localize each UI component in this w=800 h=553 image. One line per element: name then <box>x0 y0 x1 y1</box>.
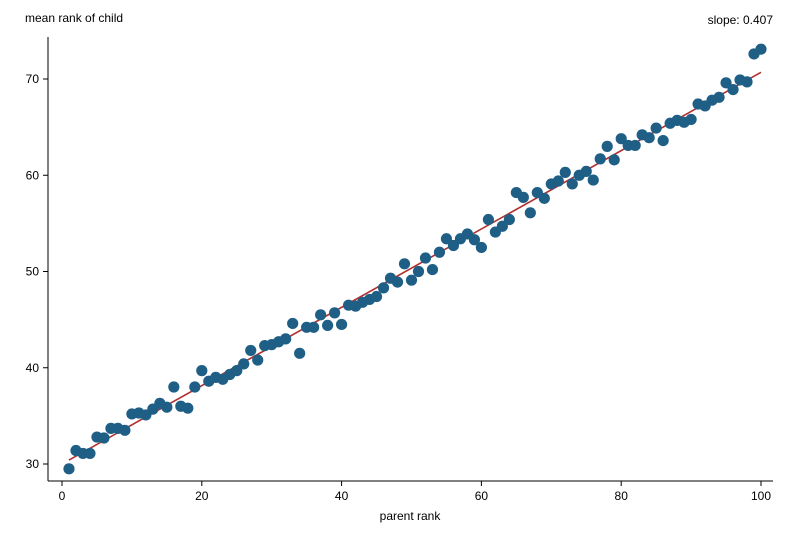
data-point <box>119 424 131 436</box>
data-point <box>370 290 383 303</box>
data-point <box>587 174 599 186</box>
data-points <box>63 43 767 475</box>
data-point <box>727 83 739 96</box>
x-tick-label: 0 <box>59 489 66 503</box>
data-point <box>601 140 613 152</box>
slope-annotation: slope: 0.407 <box>708 13 774 27</box>
data-point <box>412 265 425 278</box>
data-point <box>419 252 432 264</box>
data-point <box>322 319 334 331</box>
y-tick-label: 50 <box>26 265 40 279</box>
data-point <box>566 178 578 190</box>
data-point <box>245 344 257 357</box>
data-point <box>161 401 173 413</box>
data-point <box>657 135 669 147</box>
data-point <box>252 354 264 366</box>
data-point <box>482 213 494 226</box>
data-point <box>741 76 753 88</box>
data-point <box>475 241 487 254</box>
data-point <box>238 358 250 370</box>
x-tick-label: 100 <box>751 489 771 503</box>
data-point <box>629 139 641 152</box>
data-point <box>468 234 481 246</box>
x-tick-label: 40 <box>335 489 349 503</box>
data-point <box>398 258 411 270</box>
x-tick-label: 20 <box>195 489 209 503</box>
data-point <box>608 154 620 166</box>
data-point <box>294 347 306 359</box>
data-point <box>713 91 725 103</box>
axis-ticks: 0 20 40 60 80 100 30 40 50 60 70 <box>26 72 772 503</box>
x-axis-title: parent rank <box>380 509 442 523</box>
data-point <box>615 133 627 145</box>
data-point <box>329 307 341 319</box>
data-point <box>720 77 732 89</box>
y-tick-label: 60 <box>26 168 40 182</box>
data-point <box>433 246 446 258</box>
data-point <box>308 321 320 333</box>
data-point <box>426 263 439 276</box>
data-point <box>755 43 767 55</box>
data-point <box>580 165 592 177</box>
data-point <box>315 309 327 321</box>
data-point <box>63 463 75 475</box>
data-point <box>559 166 571 178</box>
data-point <box>496 220 508 232</box>
x-tick-label: 60 <box>475 489 489 503</box>
data-point <box>280 333 292 345</box>
data-point <box>98 432 110 444</box>
data-point <box>447 239 460 252</box>
y-tick-label: 70 <box>26 72 40 86</box>
data-point <box>643 132 655 144</box>
data-point <box>552 175 564 187</box>
data-point <box>685 113 697 126</box>
data-point <box>84 447 96 460</box>
data-point <box>189 381 201 393</box>
data-point <box>377 282 390 294</box>
data-point <box>538 192 550 204</box>
data-point <box>391 276 404 288</box>
data-point <box>336 318 348 331</box>
data-point <box>231 365 243 377</box>
data-point <box>287 317 299 330</box>
data-point <box>650 122 662 134</box>
data-point <box>405 274 418 286</box>
x-tick-label: 80 <box>615 489 629 503</box>
data-point <box>503 213 515 226</box>
data-point <box>524 207 536 219</box>
data-point <box>440 233 453 245</box>
data-point <box>168 381 180 393</box>
data-point <box>196 365 208 377</box>
y-tick-label: 30 <box>26 457 40 471</box>
data-point <box>594 153 606 165</box>
y-axis-title: mean rank of child <box>25 11 123 25</box>
data-point <box>517 191 529 203</box>
y-tick-label: 40 <box>26 361 40 375</box>
data-point <box>182 402 194 414</box>
